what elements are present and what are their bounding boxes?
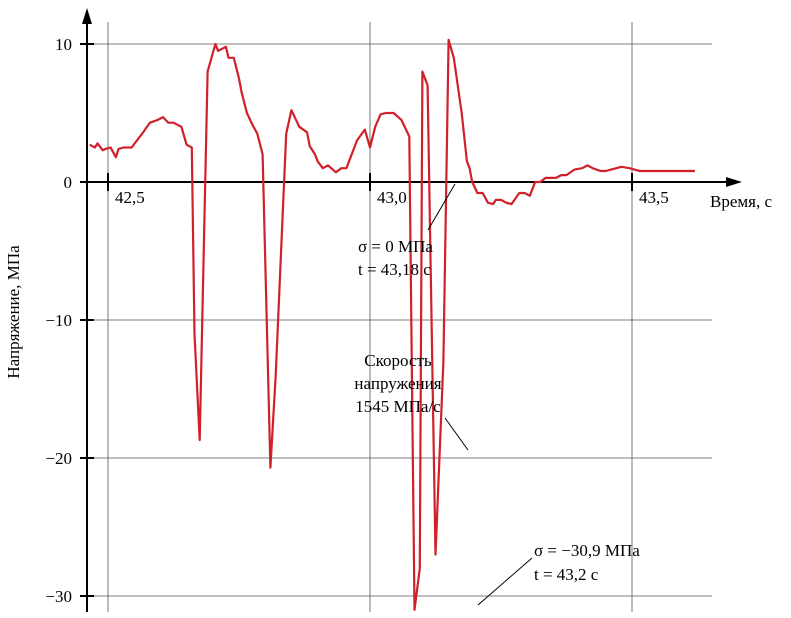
leader-line-rate [444,417,469,451]
y-tick-label-0: 10 [55,35,72,54]
annotation-zero-crossing: σ = 0 МПа t = 43,18 с [358,183,456,279]
stress-series-line [89,38,695,611]
annotation-minimum: σ = −30,9 МПа t = 43,2 с [477,541,640,606]
x-axis-arrow [726,177,742,187]
x-tick-label-1: 43,0 [377,188,407,207]
grid [87,22,712,612]
x-tick-label-2: 43,5 [639,188,669,207]
y-tick-label-2: −10 [45,311,72,330]
leader-line-minimum [477,557,533,606]
y-tick-label-4: −30 [45,587,72,606]
annotation-min-sigma: σ = −30,9 МПа [534,541,640,560]
x-tick-label-0: 42,5 [115,188,145,207]
x-axis-title: Время, с [710,192,772,211]
x-ticks: 42,5 43,0 43,5 [107,173,669,207]
y-axis-arrow [82,8,92,24]
annotation-zero-sigma: σ = 0 МПа [358,237,433,256]
annotation-rate-line-2: напружения [354,374,441,393]
annotation-zero-time: t = 43,18 с [358,260,431,279]
annotation-rate-line-1: Скорость [364,351,432,370]
annotation-rate: Скорость напружения 1545 МПа/с [354,351,469,451]
annotation-rate-line-3: 1545 МПа/с [355,397,441,416]
annotation-min-time: t = 43,2 с [534,565,599,584]
y-tick-label-3: −20 [45,449,72,468]
y-tick-label-1: 0 [64,173,73,192]
axes [82,8,742,612]
leader-line-zero-crossing [427,183,456,231]
y-axis-title: Напряжение, МПа [4,245,23,379]
y-ticks: 10 0 −10 −20 −30 [45,35,94,606]
